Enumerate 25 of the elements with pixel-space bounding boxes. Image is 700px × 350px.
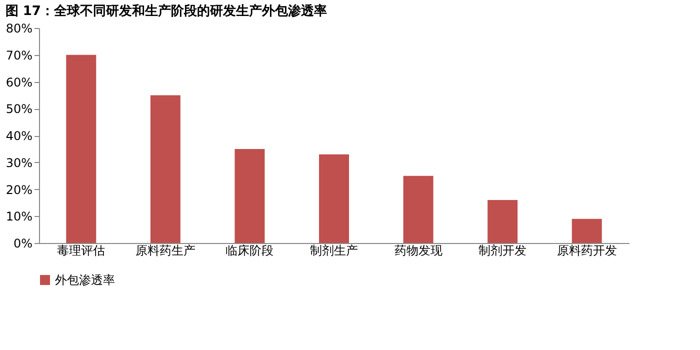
bar bbox=[488, 200, 518, 243]
chart-title: 图 17：全球不同研发和生产阶段的研发生产外包渗透率 bbox=[5, 3, 327, 19]
x-tick-label: 制剂开发 bbox=[478, 244, 527, 258]
bar bbox=[403, 176, 434, 243]
y-tick-label: 70% bbox=[6, 48, 32, 62]
x-tick-label: 原料药生产 bbox=[135, 244, 196, 258]
y-tick-label: 80% bbox=[6, 22, 32, 36]
y-tick-label: 60% bbox=[6, 75, 32, 90]
x-tick-label: 原料药开发 bbox=[556, 244, 617, 258]
bar bbox=[572, 218, 602, 243]
y-tick-label: 30% bbox=[6, 156, 32, 170]
y-tick-label: 10% bbox=[6, 210, 32, 224]
x-tick-label: 制剂生产 bbox=[310, 244, 358, 258]
bar bbox=[66, 54, 96, 243]
bar bbox=[319, 154, 349, 243]
bar bbox=[150, 95, 180, 243]
x-tick-label: 药物发现 bbox=[394, 244, 442, 258]
bar bbox=[234, 148, 265, 243]
y-tick-label: 20% bbox=[6, 182, 32, 197]
x-tick-label: 毒理评估 bbox=[57, 244, 106, 258]
x-tick-label: 临床阶段 bbox=[226, 244, 274, 258]
y-tick-label: 40% bbox=[6, 129, 32, 143]
y-tick-label: 0% bbox=[13, 236, 32, 250]
y-tick-label: 50% bbox=[6, 102, 32, 116]
legend-label: 外包渗透率 bbox=[55, 273, 115, 287]
